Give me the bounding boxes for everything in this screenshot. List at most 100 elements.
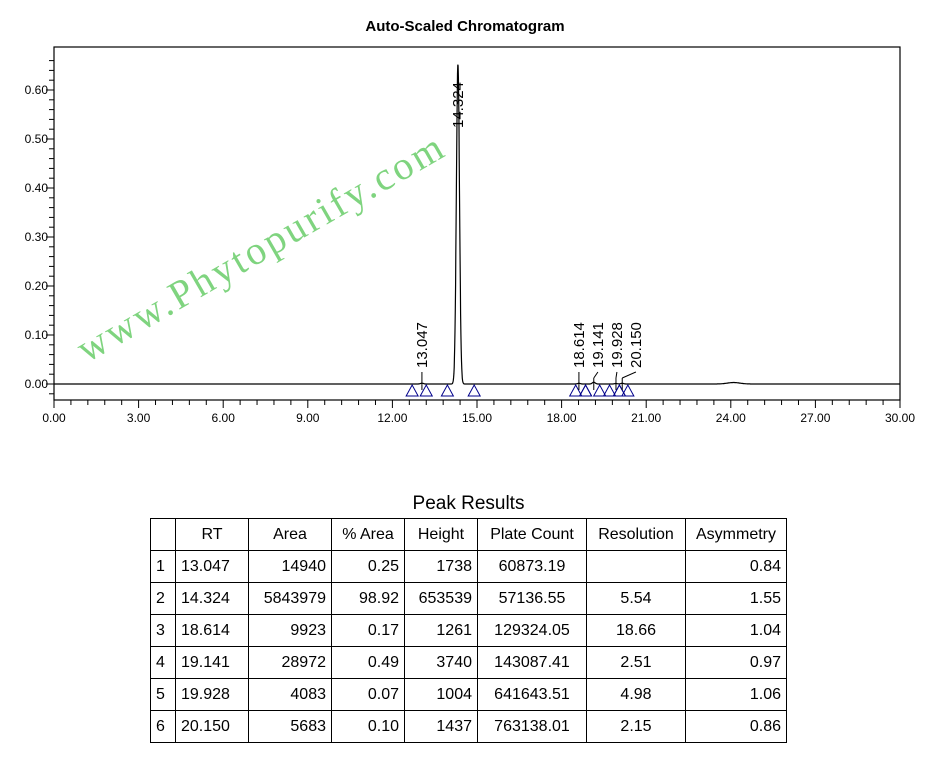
table-cell: 1738	[404, 550, 478, 583]
table-cell: 0.86	[685, 710, 787, 743]
x-tick-label: 3.00	[127, 411, 151, 425]
y-tick-label: 0.10	[25, 328, 49, 342]
x-tick-label: 27.00	[800, 411, 830, 425]
peak-label: 13.047	[414, 322, 431, 368]
y-tick-label: 0.20	[25, 279, 49, 293]
table-cell: 14940	[248, 550, 332, 583]
baseline-marker-icon	[568, 383, 583, 397]
table-cell: 5843979	[248, 582, 332, 615]
table-cell: 129324.05	[477, 614, 587, 647]
column-header: Plate Count	[477, 518, 587, 551]
x-tick-label: 18.00	[547, 411, 577, 425]
table-row: 3 18.614 9923 0.17 1261 129324.05 18.66 1.04	[150, 614, 787, 647]
table-cell: 6	[150, 710, 176, 743]
table-cell: 57136.55	[477, 582, 587, 615]
table-cell: 653539	[404, 582, 478, 615]
table-cell: 19.141	[175, 646, 249, 679]
table-row: 4 19.141 28972 0.49 3740 143087.41 2.51 0.97	[150, 646, 787, 679]
x-tick-label: 12.00	[377, 411, 407, 425]
x-tick-label: 21.00	[631, 411, 661, 425]
table-cell: 763138.01	[477, 710, 587, 743]
baseline-marker-icon	[405, 383, 419, 397]
peak-leader	[593, 371, 599, 379]
column-header: RT	[175, 518, 249, 551]
baseline-marker-icon	[578, 383, 593, 397]
table-cell: 2.51	[586, 646, 686, 679]
table-cell: 14.324	[175, 582, 249, 615]
baseline-marker-icon	[612, 383, 627, 397]
plot-frame	[53, 46, 901, 401]
table-cell: 4.98	[586, 678, 686, 711]
table-cell: 2	[150, 582, 176, 615]
chromatogram-trace	[54, 64, 900, 385]
table-cell: 0.25	[331, 550, 405, 583]
table-cell: 1004	[404, 678, 478, 711]
table-cell: 60873.19	[477, 550, 587, 583]
table-cell: 641643.51	[477, 678, 587, 711]
table-row: 2 14.324 5843979 98.92 653539 57136.55 5.54 1.5…	[150, 582, 787, 615]
y-tick-label: 0.30	[25, 230, 49, 244]
table-cell: 1	[150, 550, 176, 583]
baseline-marker-icon	[419, 383, 434, 397]
chart-title: Auto-Scaled Chromatogram	[365, 18, 565, 35]
y-tick-label: 0.00	[25, 377, 49, 391]
table-cell: 20.150	[175, 710, 249, 743]
table-cell: 18.614	[175, 614, 249, 647]
peak-label: 14.324	[450, 82, 467, 128]
table-cell: 0.10	[331, 710, 405, 743]
table-cell: 18.66	[586, 614, 686, 647]
table-row: 1 13.047 14940 0.25 1738 60873.19 0.84	[150, 550, 787, 583]
table-cell: 1261	[404, 614, 478, 647]
table-cell: 3740	[404, 646, 478, 679]
table-cell: 2.15	[586, 710, 686, 743]
x-tick-label: 24.00	[716, 411, 746, 425]
baseline-marker-icon	[578, 383, 593, 397]
x-tick-label: 0.00	[42, 411, 66, 425]
x-tick-label: 15.00	[462, 411, 492, 425]
table-cell: 1.06	[685, 678, 787, 711]
peak-label: 19.141	[590, 322, 607, 368]
column-header: Asymmetry	[685, 518, 787, 551]
baseline-marker-icon	[602, 383, 617, 397]
table-cell: 19.928	[175, 678, 249, 711]
table-header-row: RT Area% Area Height Plate Count Resolution A…	[150, 518, 787, 551]
table-cell: 1.55	[685, 582, 787, 615]
baseline-marker-icon	[467, 383, 482, 397]
peak-leader	[622, 371, 637, 379]
baseline-marker-icon	[592, 383, 607, 397]
table-cell: 4	[150, 646, 176, 679]
table-cell: 5683	[248, 710, 332, 743]
table-cell: 143087.41	[477, 646, 587, 679]
x-tick-label: 30.00	[885, 411, 915, 425]
peak-label: 19.928	[609, 322, 626, 368]
table-cell: 0.07	[331, 678, 405, 711]
table-cell: 0.49	[331, 646, 405, 679]
y-tick-label: 0.60	[25, 83, 49, 97]
chromatogram-chart: 0.00 0.10 0.20 0.30 0.40 0.50 0.60 0.00 3.00 6.00…	[25, 46, 915, 425]
baseline-marker-icon	[612, 383, 627, 397]
table-cell: 5	[150, 678, 176, 711]
baseline-marker-icon	[440, 383, 455, 397]
column-header: % Area	[331, 518, 405, 551]
peak-label: 20.150	[628, 322, 645, 368]
table-cell: 98.92	[331, 582, 405, 615]
baseline-marker-icon	[621, 383, 635, 397]
peak-label: 18.614	[571, 322, 588, 368]
table-row: 6 20.150 5683 0.10 1437 763138.01 2.15 0.86	[150, 710, 787, 743]
y-tick-label: 0.40	[25, 181, 49, 195]
table-cell	[586, 550, 686, 583]
table-cell: 1437	[404, 710, 478, 743]
table-cell: 13.047	[175, 550, 249, 583]
table-cell: 1.04	[685, 614, 787, 647]
peak-results-table: RT Area% Area Height Plate Count Resolution A…	[150, 518, 787, 743]
y-tick-label: 0.50	[25, 132, 49, 146]
table-cell: 9923	[248, 614, 332, 647]
table-cell: 0.97	[685, 646, 787, 679]
table-title: Peak Results	[412, 493, 525, 514]
column-header: Resolution	[586, 518, 686, 551]
column-header: Height	[404, 518, 478, 551]
peak-leader	[615, 371, 618, 379]
table-cell: 0.17	[331, 614, 405, 647]
table-cell: 0.84	[685, 550, 787, 583]
table-cell: 3	[150, 614, 176, 647]
